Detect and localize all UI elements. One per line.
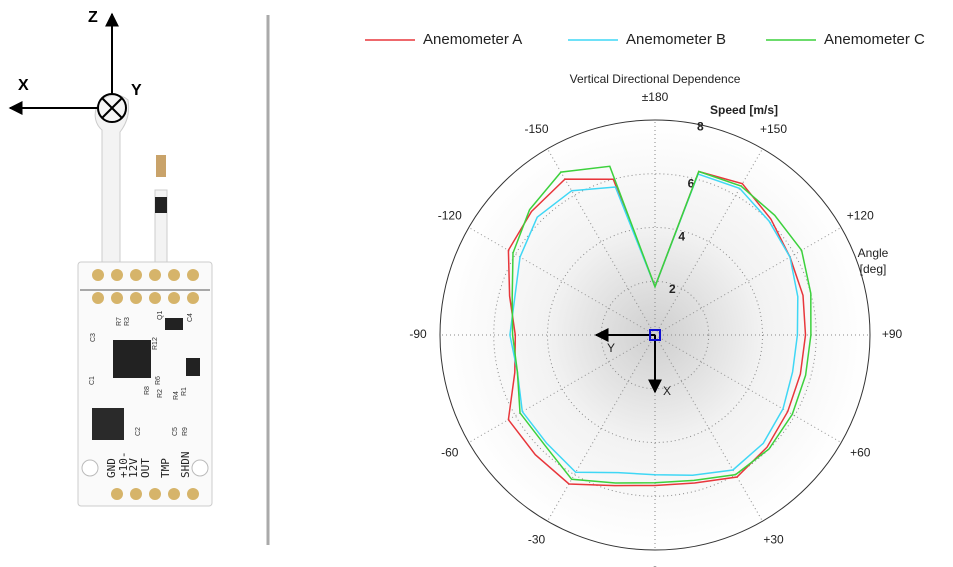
component-label: R4 (173, 391, 180, 400)
legend-label: Anemometer A (423, 31, 522, 48)
legend-label: Anemometer C (824, 31, 925, 48)
component-label: R12 (152, 337, 159, 350)
angle-axis-label: [deg] (860, 262, 887, 276)
polar-chart: 0+30+60+90+120+150±180-150-120-90-60-302… (365, 31, 925, 567)
component-label: R6 (155, 376, 162, 385)
component-label: C4 (187, 313, 194, 322)
angle-tick-label: -30 (528, 532, 546, 546)
axis-label: Y (131, 82, 142, 99)
chart-title: Vertical Directional Dependence (570, 72, 741, 86)
angle-tick-label: +150 (760, 122, 787, 136)
axis-label: Z (88, 9, 98, 26)
angle-tick-label: +120 (847, 209, 874, 223)
angle-axis-label: Angle (858, 246, 889, 260)
angle-tick-label: -60 (441, 446, 459, 460)
component-label: C1 (89, 376, 96, 385)
r-tick-label: 8 (697, 119, 704, 133)
r-tick-label: 2 (669, 282, 676, 296)
component-label: R9 (182, 427, 189, 436)
angle-tick-label: +60 (850, 446, 871, 460)
component-label: C3 (90, 333, 97, 342)
angle-tick-label: +90 (882, 327, 903, 341)
r-tick-label: 4 (678, 229, 685, 243)
angle-tick-label: -120 (438, 209, 462, 223)
component-label: C2 (135, 427, 142, 436)
annotation: X (663, 384, 671, 398)
component-label: R1 (181, 387, 188, 396)
angle-tick-label: ±180 (642, 90, 669, 104)
radial-axis-label: Speed [m/s] (710, 103, 778, 117)
component-label: R7 (116, 317, 123, 326)
pin-label: SHDN (179, 452, 192, 479)
figure: Z X Y GND+10-12VOUTTMPSHDNC3R7R3Q1C4R12C… (0, 0, 953, 567)
angle-tick-label: +30 (763, 532, 784, 546)
angle-tick-label: -150 (524, 122, 548, 136)
component-label: R3 (124, 317, 131, 326)
axis-label: X (18, 77, 29, 94)
pin-label: TMP (159, 458, 172, 478)
legend-label: Anemometer B (626, 31, 726, 48)
component-label: R8 (144, 386, 151, 395)
angle-tick-label: -90 (409, 327, 427, 341)
component-label: Q1 (157, 311, 164, 320)
component-label: R2 (157, 389, 164, 398)
component-label: C5 (172, 427, 179, 436)
annotation: Y (607, 341, 615, 355)
pin-label: OUT (139, 458, 152, 478)
